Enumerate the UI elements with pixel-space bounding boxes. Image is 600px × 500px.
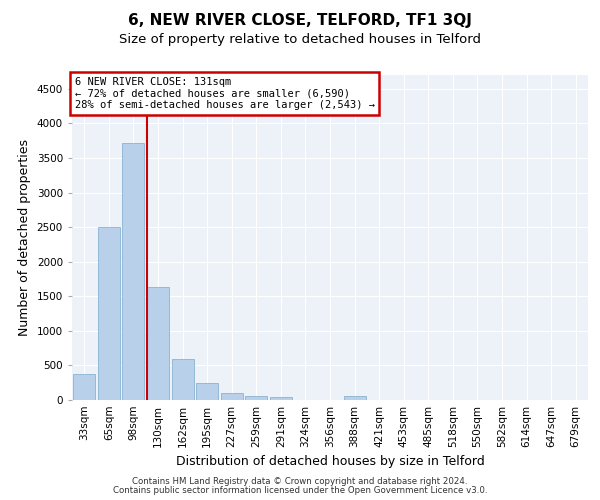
Bar (122, 143, 145, 400)
Y-axis label: Number of detached properties: Number of detached properties (18, 139, 31, 336)
Text: Contains public sector information licensed under the Open Government Licence v3: Contains public sector information licen… (113, 486, 487, 495)
Bar (98, 227, 120, 400)
Bar (147, 288, 169, 400)
Text: 6, NEW RIVER CLOSE, TELFORD, TF1 3QJ: 6, NEW RIVER CLOSE, TELFORD, TF1 3QJ (128, 12, 472, 28)
Text: 6 NEW RIVER CLOSE: 131sqm
← 72% of detached houses are smaller (6,590)
28% of se: 6 NEW RIVER CLOSE: 131sqm ← 72% of detac… (74, 76, 374, 110)
Bar (344, 396, 365, 400)
Text: Size of property relative to detached houses in Telford: Size of property relative to detached ho… (119, 32, 481, 46)
Bar (245, 396, 268, 400)
X-axis label: Distribution of detached houses by size in Telford: Distribution of detached houses by size … (176, 456, 484, 468)
Text: Contains HM Land Registry data © Crown copyright and database right 2024.: Contains HM Land Registry data © Crown c… (132, 477, 468, 486)
Bar (73, 374, 95, 400)
Bar (172, 358, 194, 400)
Bar (221, 392, 243, 400)
Bar (270, 396, 292, 400)
Bar (196, 383, 218, 400)
